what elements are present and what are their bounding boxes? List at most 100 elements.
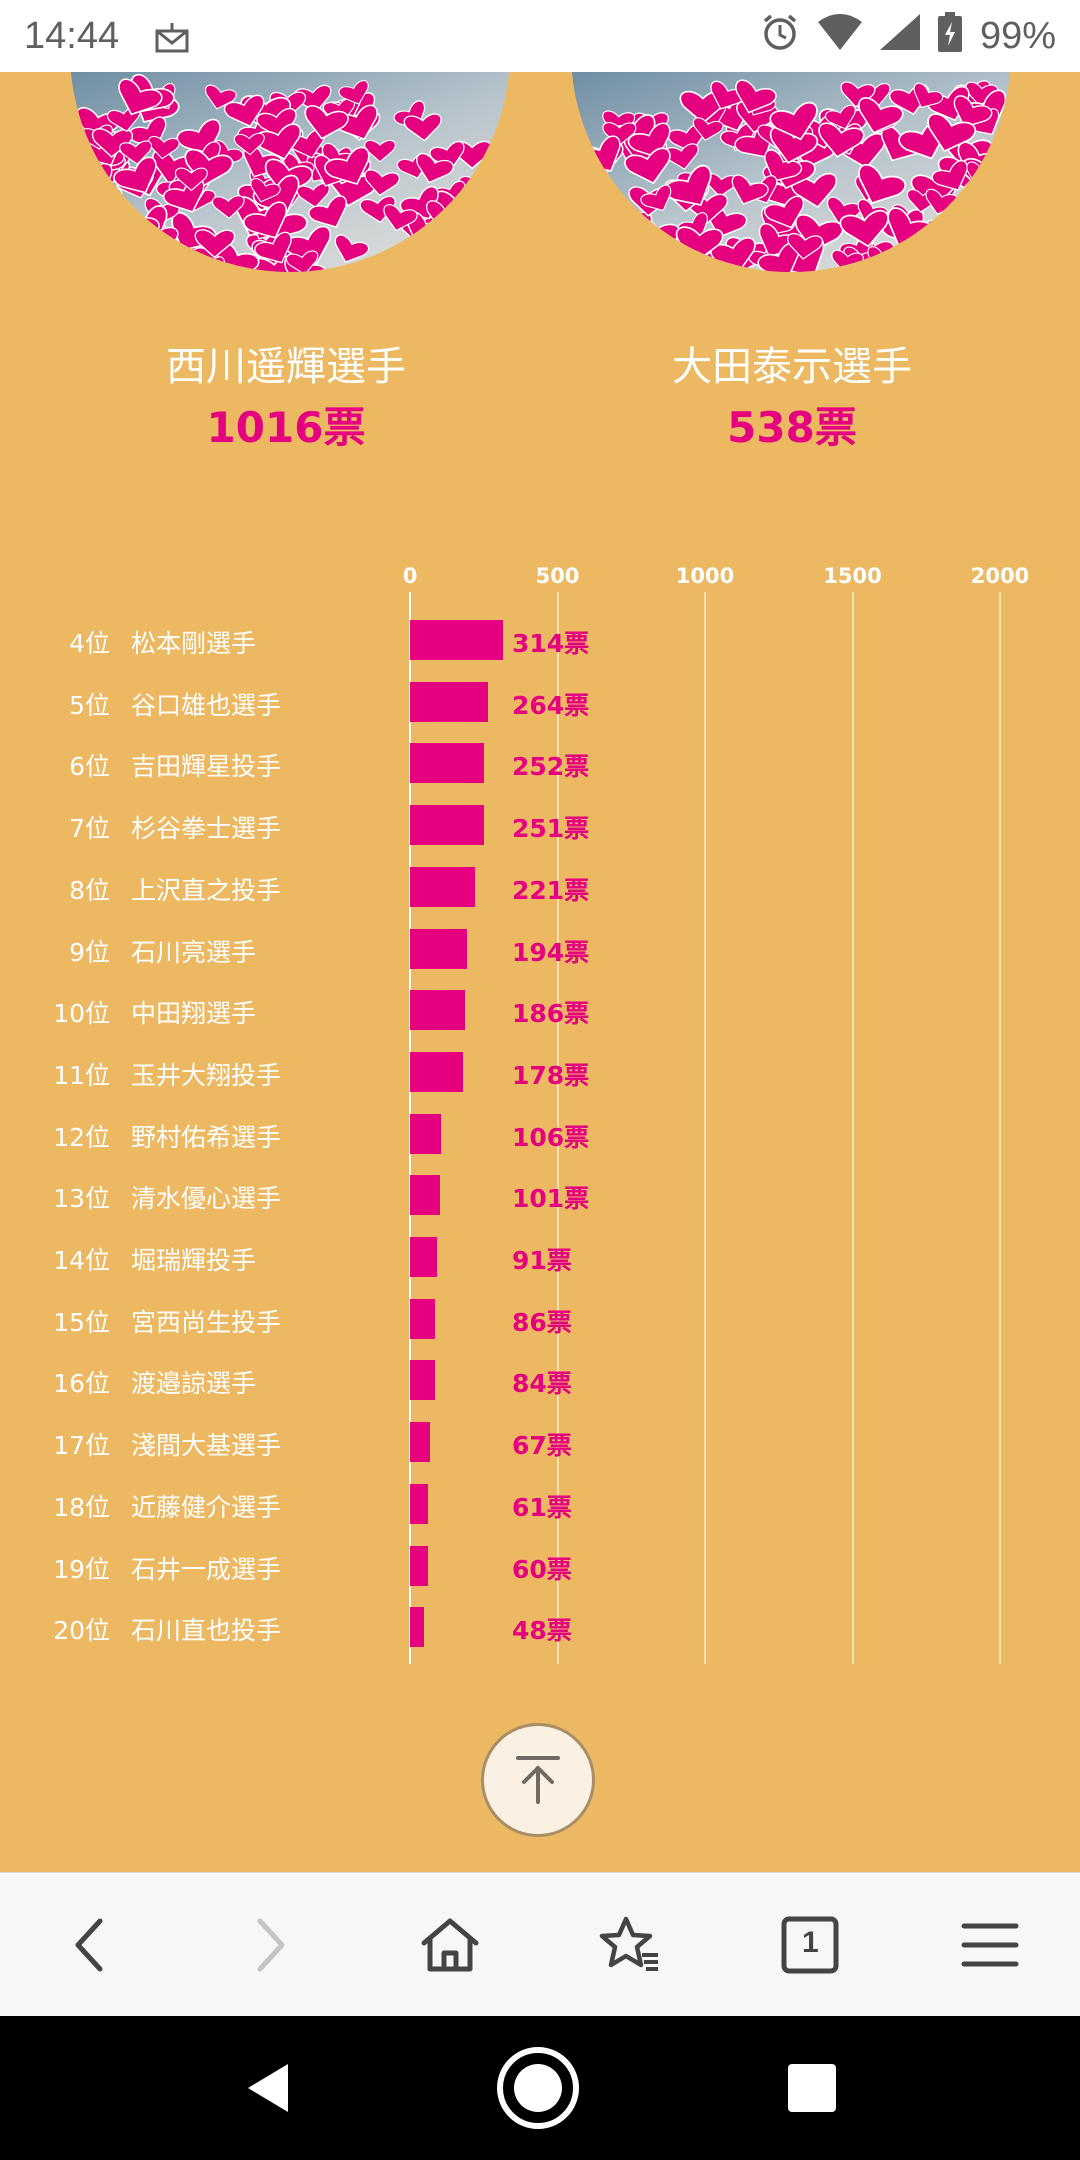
- player-name-label: 野村佑希選手: [131, 1122, 282, 1152]
- forward-icon: [257, 1918, 285, 1972]
- wifi-icon: [817, 13, 862, 59]
- back-to-top-button[interactable]: [481, 1723, 595, 1837]
- vote-count-label: 314票: [512, 629, 590, 658]
- player-name-label: 石川直也投手: [131, 1616, 282, 1646]
- player-votes-2nd: 1016票: [206, 403, 366, 452]
- vote-bar: [410, 1113, 442, 1154]
- alarm-icon: [760, 12, 800, 61]
- vote-bar: [410, 990, 465, 1031]
- nav-back-icon: [248, 2064, 288, 2112]
- nav-home-button[interactable]: [496, 2046, 580, 2130]
- home-button[interactable]: [410, 1905, 490, 1985]
- player-photo-1: [70, 72, 510, 272]
- vote-bar: [410, 1237, 437, 1277]
- forward-button[interactable]: [230, 1905, 310, 1985]
- vote-count-label: 67票: [512, 1431, 572, 1461]
- vote-count-label: 101票: [512, 1184, 590, 1214]
- player-name-label: 清水優心選手: [131, 1184, 282, 1214]
- player-name-label: 玉井大翔投手: [131, 1060, 282, 1090]
- x-tick-label: 1500: [823, 564, 882, 588]
- back-button[interactable]: [50, 1905, 130, 1985]
- vote-count-label: 60票: [512, 1554, 572, 1584]
- vote-count-label: 264票: [512, 690, 590, 720]
- rank-label: 10位: [53, 999, 110, 1029]
- vote-count-label: 194票: [512, 937, 590, 967]
- rank-label: 4位: [69, 629, 110, 658]
- player-name-label: 谷口雄也選手: [131, 690, 282, 720]
- rank-label: 15位: [53, 1307, 110, 1337]
- x-tick-label: 500: [535, 564, 580, 588]
- player-name-label: 上沢直之投手: [131, 875, 282, 905]
- menu-button[interactable]: [950, 1905, 1030, 1985]
- mail-icon: [155, 21, 189, 53]
- player-name-3rd: 大田泰示選手: [672, 344, 912, 390]
- signal-icon: [879, 13, 920, 59]
- player-name-label: 石川亮選手: [131, 937, 257, 967]
- player-name-label: 石井一成選手: [131, 1554, 282, 1584]
- bookmarks-star-icon: [599, 1916, 658, 1971]
- vote-bar: [410, 681, 488, 722]
- vote-bar: [410, 1607, 425, 1648]
- vote-count-label: 86票: [512, 1307, 572, 1337]
- bookmarks-button[interactable]: [590, 1905, 670, 1985]
- vote-bar: [410, 1422, 430, 1463]
- x-tick-label: 2000: [970, 564, 1030, 588]
- battery-charging-icon: [937, 11, 962, 61]
- rank-label: 14位: [53, 1246, 110, 1275]
- player-name-label: 近藤健介選手: [131, 1492, 282, 1522]
- vote-bar: [410, 1175, 440, 1216]
- rank-label: 19位: [53, 1554, 110, 1584]
- rank-label: 16位: [53, 1369, 110, 1399]
- tabs-button[interactable]: 1: [770, 1905, 850, 1985]
- player-name-label: 吉田輝星投手: [131, 752, 282, 782]
- player-name-label: 中田翔選手: [131, 999, 257, 1029]
- gridline: [851, 592, 854, 1664]
- player-name-label: 淺間大基選手: [131, 1431, 282, 1461]
- vote-bar: [410, 1360, 435, 1401]
- vote-bar: [410, 1545, 428, 1586]
- vote-ranking-chart: 0 500 1000 1500 2000 4位 松本剛選手 314票 5位 谷口雄也選手 264票 6…: [0, 72, 1080, 1872]
- heart-overlay: [72, 73, 504, 272]
- home-icon: [421, 1918, 479, 1972]
- vote-bar: [410, 1298, 436, 1339]
- vote-bar: [410, 1483, 428, 1524]
- tabs-icon: [781, 1916, 839, 1974]
- vote-bar: [410, 743, 485, 784]
- rank-label: 20位: [53, 1616, 110, 1646]
- vote-count-label: 221票: [512, 875, 590, 905]
- vote-count-label: 84票: [512, 1369, 572, 1399]
- battery-percent: 99%: [979, 14, 1056, 57]
- arrow-up-to-top-icon: [516, 1756, 560, 1804]
- player-votes-3rd: 538票: [727, 403, 857, 452]
- vote-count-label: 178票: [512, 1060, 590, 1090]
- vote-count-label: 251票: [512, 814, 590, 844]
- nav-recents-icon: [788, 2064, 836, 2112]
- tab-count: 1: [802, 1926, 819, 1959]
- vote-count-label: 252票: [512, 752, 590, 782]
- rank-label: 5位: [69, 690, 110, 720]
- rank-label: 7位: [69, 814, 110, 844]
- player-name-label: 渡邉諒選手: [131, 1369, 257, 1399]
- vote-count-label: 48票: [512, 1616, 572, 1646]
- rank-label: 6位: [69, 752, 110, 782]
- rank-label: 11位: [53, 1060, 110, 1090]
- gridline: [556, 592, 559, 1664]
- x-tick-label: 1000: [675, 564, 735, 588]
- status-bar: 14:44 99%: [0, 0, 1080, 72]
- vote-bar: [410, 805, 485, 846]
- vote-bar: [410, 928, 468, 969]
- browser-toolbar: 1: [0, 1872, 1080, 2017]
- player-name-label: 堀瑞輝投手: [131, 1246, 257, 1275]
- player-name-label: 杉谷拳士選手: [131, 814, 282, 844]
- rank-label: 9位: [69, 937, 110, 967]
- status-time: 14:44: [24, 14, 120, 57]
- nav-home-icon: [497, 2047, 579, 2129]
- vote-count-label: 91票: [512, 1246, 572, 1275]
- nav-recents-button[interactable]: [786, 2062, 838, 2114]
- player-name-label: 宮西尚生投手: [131, 1307, 282, 1337]
- heart-overlay: [571, 79, 1011, 272]
- nav-back-button[interactable]: [240, 2058, 300, 2118]
- vote-count-label: 106票: [512, 1122, 590, 1152]
- page-content: 西川遥輝選手 1016票 大田泰示選手 538票 0 500 1000 1500 200…: [0, 72, 1080, 1872]
- vote-count-label: 61票: [512, 1492, 572, 1522]
